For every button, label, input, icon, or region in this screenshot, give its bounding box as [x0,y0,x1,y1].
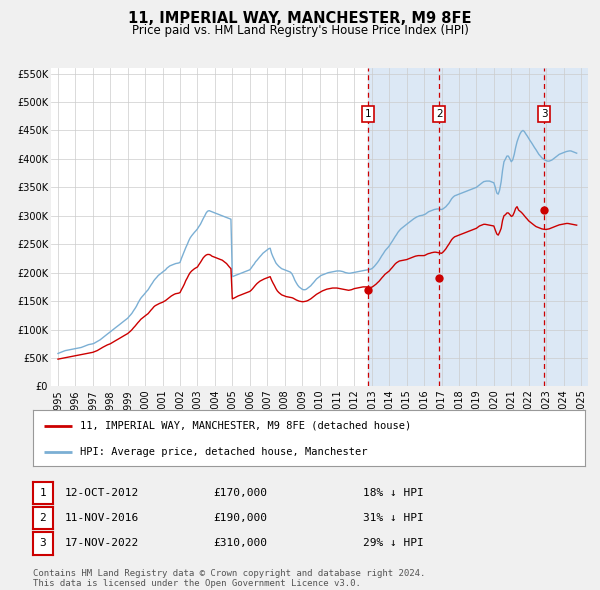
Text: 17-NOV-2022: 17-NOV-2022 [65,539,139,548]
Text: 3: 3 [541,109,547,119]
Text: 2: 2 [40,513,46,523]
Text: 31% ↓ HPI: 31% ↓ HPI [363,513,424,523]
Text: 11, IMPERIAL WAY, MANCHESTER, M9 8FE: 11, IMPERIAL WAY, MANCHESTER, M9 8FE [128,11,472,25]
Text: Price paid vs. HM Land Registry's House Price Index (HPI): Price paid vs. HM Land Registry's House … [131,24,469,37]
Text: 18% ↓ HPI: 18% ↓ HPI [363,489,424,498]
Text: 12-OCT-2012: 12-OCT-2012 [65,489,139,498]
Text: 1: 1 [40,489,46,498]
Text: £170,000: £170,000 [213,489,267,498]
Text: Contains HM Land Registry data © Crown copyright and database right 2024.
This d: Contains HM Land Registry data © Crown c… [33,569,425,588]
Text: 29% ↓ HPI: 29% ↓ HPI [363,539,424,548]
Text: HPI: Average price, detached house, Manchester: HPI: Average price, detached house, Manc… [80,447,367,457]
Text: £190,000: £190,000 [213,513,267,523]
Text: £310,000: £310,000 [213,539,267,548]
Text: 3: 3 [40,539,46,548]
Text: 11, IMPERIAL WAY, MANCHESTER, M9 8FE (detached house): 11, IMPERIAL WAY, MANCHESTER, M9 8FE (de… [80,421,411,431]
Bar [368,68,588,386]
Text: 11-NOV-2016: 11-NOV-2016 [65,513,139,523]
Text: 2: 2 [436,109,443,119]
Text: 1: 1 [365,109,371,119]
